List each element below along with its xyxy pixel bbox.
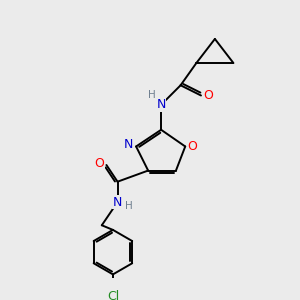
Text: H: H [148,91,156,100]
Text: O: O [203,89,213,102]
Text: H: H [125,201,133,211]
Text: O: O [94,157,104,170]
Text: O: O [188,140,198,153]
Text: N: N [156,98,166,111]
Text: Cl: Cl [107,290,119,300]
Text: N: N [124,138,134,151]
Text: N: N [113,196,122,208]
